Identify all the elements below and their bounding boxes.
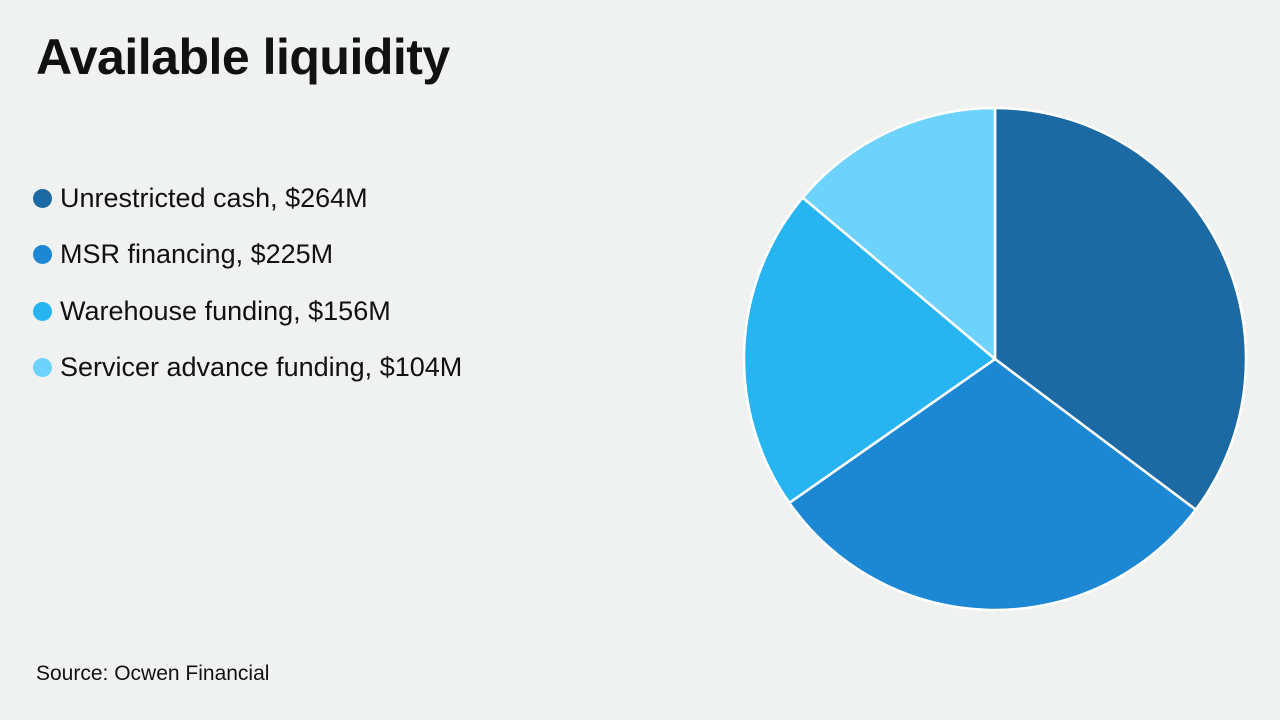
legend-item-warehouse-funding: Warehouse funding, $156M: [33, 289, 462, 333]
legend: Unrestricted cash, $264M MSR financing, …: [33, 176, 462, 402]
pie-slice-servicer-advance-funding: [801, 106, 997, 361]
chart-title: Available liquidity: [36, 29, 450, 85]
legend-item-unrestricted-cash: Unrestricted cash, $264M: [33, 176, 462, 220]
legend-item-servicer-advance-funding: Servicer advance funding, $104M: [33, 346, 462, 390]
legend-swatch: [33, 301, 52, 321]
pie-slice-unrestricted-cash: [993, 106, 1248, 511]
pie-slice-msr-financing: [788, 357, 1197, 612]
legend-label: Warehouse funding, $156M: [60, 295, 391, 326]
legend-label: Unrestricted cash, $264M: [60, 182, 368, 213]
legend-swatch: [33, 188, 52, 208]
legend-label: Servicer advance funding, $104M: [60, 352, 463, 382]
pie-slice-warehouse-funding: [742, 196, 997, 505]
legend-swatch: [33, 358, 52, 377]
source-note: Source: Ocwen Financial: [36, 662, 270, 685]
legend-swatch: [33, 245, 52, 264]
legend-label: MSR financing, $225M: [60, 239, 334, 269]
legend-item-msr-financing: MSR financing, $225M: [33, 233, 462, 277]
